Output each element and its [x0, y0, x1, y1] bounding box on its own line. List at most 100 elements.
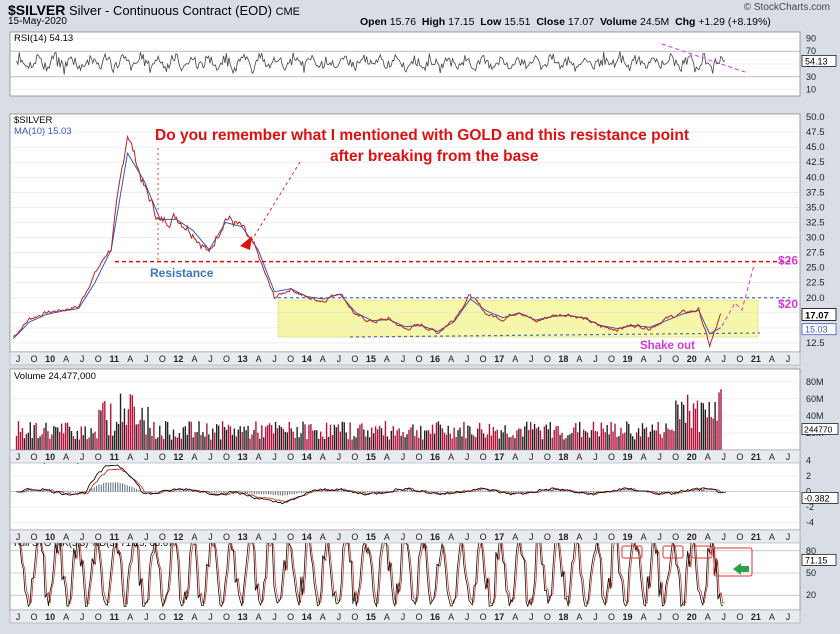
sto-overbought-marker	[662, 545, 684, 559]
x-axis-label: O	[736, 354, 743, 364]
x-axis-label: 17	[494, 612, 504, 622]
x-axis-label: 13	[238, 354, 248, 364]
x-axis-label: J	[272, 452, 277, 462]
x-axis-label: J	[80, 354, 85, 364]
x-axis-label: 16	[430, 532, 440, 542]
rsi-trend-line	[661, 43, 746, 73]
x-axis-label: A	[320, 612, 326, 622]
x-axis-label: 12	[173, 354, 183, 364]
x-axis-label: J	[657, 612, 662, 622]
x-axis-label: O	[736, 532, 743, 542]
x-axis-label: 18	[558, 532, 568, 542]
sto-legend: Full STO %K(5,3) %D(3) 71.15, 66.67	[14, 538, 173, 549]
x-axis-label: A	[127, 532, 133, 542]
x-axis-label: 13	[238, 452, 248, 462]
x-axis-label: A	[320, 354, 326, 364]
x-axis-label: J	[465, 354, 470, 364]
x-axis-label: A	[641, 532, 647, 542]
x-axis-label: O	[672, 452, 679, 462]
last-price-label: 17.07	[805, 310, 829, 321]
x-axis-label: A	[576, 452, 582, 462]
x-axis-label: A	[127, 354, 133, 364]
x-axis-label: A	[769, 612, 775, 622]
x-axis-label: J	[657, 532, 662, 542]
x-axis-label: 17	[494, 452, 504, 462]
x-axis-label: A	[641, 354, 647, 364]
x-axis-label: O	[159, 354, 166, 364]
x-axis-label: 15	[366, 532, 376, 542]
x-axis-label: J	[208, 452, 213, 462]
x-axis-label: J	[786, 532, 791, 542]
sto-tick-label: 50	[806, 568, 816, 578]
resistance-label: Resistance	[150, 266, 214, 280]
x-axis-label: O	[223, 354, 230, 364]
volume-value-badge	[801, 423, 839, 435]
x-axis-label: J	[80, 532, 85, 542]
x-axis-label: O	[287, 452, 294, 462]
x-axis-label: O	[287, 532, 294, 542]
exchange: CME	[275, 6, 301, 18]
x-axis-label: 11	[109, 452, 119, 462]
x-axis-label: J	[80, 452, 85, 462]
x-axis-label: A	[384, 354, 390, 364]
x-axis-label: J	[337, 452, 342, 462]
green-arrow-icon	[733, 563, 749, 575]
x-axis-label: A	[256, 452, 262, 462]
x-axis-label: 18	[558, 452, 568, 462]
x-axis-label: O	[95, 452, 102, 462]
x-axis-label: J	[401, 354, 406, 364]
x-axis-label: O	[287, 354, 294, 364]
chart-date: 15-May-2020	[8, 16, 67, 27]
price-tick-label: 37.5	[806, 187, 825, 198]
price-tick-label: 42.5	[806, 157, 825, 168]
rsi-line	[16, 51, 726, 75]
x-axis-label: O	[544, 612, 551, 622]
comment-line-2: after breaking from the base	[330, 148, 539, 165]
x-axis-label: A	[705, 354, 711, 364]
x-axis-label: A	[576, 354, 582, 364]
volume-tick-label: 80M	[806, 377, 824, 387]
x-axis-label: 17	[494, 532, 504, 542]
x-axis-label: A	[191, 354, 197, 364]
macd-tick-label: 0	[806, 487, 811, 497]
x-axis-label: 14	[302, 452, 312, 462]
macd-tick-label: 2	[806, 471, 811, 481]
x-axis-label: A	[448, 532, 454, 542]
x-axis-label: 16	[430, 354, 440, 364]
price-tick-label: 47.5	[806, 127, 825, 138]
x-axis-label: A	[705, 612, 711, 622]
x-axis-label: J	[593, 354, 598, 364]
price-tick-label: 45.0	[806, 142, 825, 153]
x-axis-label: A	[705, 452, 711, 462]
x-axis-label: A	[63, 452, 69, 462]
x-axis-label: J	[337, 354, 342, 364]
price-tick-label: 30.0	[806, 233, 825, 244]
sto-k-line	[16, 538, 724, 608]
x-axis-label: J	[786, 612, 791, 622]
x-axis-label: 11	[109, 532, 119, 542]
ma-badge	[801, 323, 837, 336]
x-axis-label: O	[544, 532, 551, 542]
x-axis-label: O	[31, 532, 38, 542]
x-axis-label: 10	[45, 354, 55, 364]
volume-legend: Volume 24,477,000	[14, 371, 96, 382]
x-axis-label: 21	[751, 612, 761, 622]
macd-value-badge	[801, 492, 839, 504]
x-axis-label: O	[480, 452, 487, 462]
x-axis-label: J	[722, 452, 727, 462]
x-axis-label: J	[657, 452, 662, 462]
rsi-tick-label: 70	[806, 46, 816, 56]
x-axis-label: O	[287, 612, 294, 622]
x-axis-label: O	[480, 612, 487, 622]
x-axis-label: A	[512, 452, 518, 462]
x-axis-label: J	[593, 452, 598, 462]
x-axis-label: O	[672, 532, 679, 542]
x-axis-label: J	[465, 532, 470, 542]
x-axis-label: O	[351, 452, 358, 462]
x-axis-label: J	[401, 612, 406, 622]
x-axis-label: A	[320, 532, 326, 542]
x-axis-label: O	[416, 452, 423, 462]
x-axis-band	[9, 351, 801, 366]
x-axis-label: A	[63, 612, 69, 622]
